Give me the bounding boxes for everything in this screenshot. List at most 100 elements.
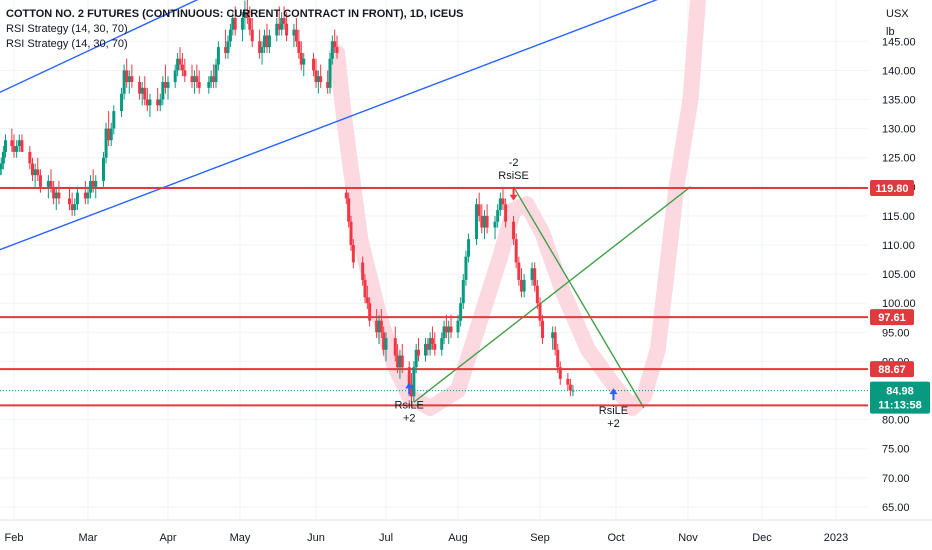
indicator-legend-2[interactable]: RSI Strategy (14, 30, 70) xyxy=(6,38,128,50)
signal-rsise-1[interactable]: RsiSE-2 xyxy=(498,157,529,201)
y-tick-label: 140.00 xyxy=(882,65,916,77)
candle xyxy=(556,343,560,374)
candle-body xyxy=(3,140,7,152)
candle xyxy=(312,52,316,77)
candle xyxy=(335,35,339,59)
candle xyxy=(400,343,404,374)
candle-body xyxy=(33,169,37,176)
candle xyxy=(140,82,144,106)
candle xyxy=(365,285,369,310)
signal-label: RsiLE xyxy=(599,405,628,417)
price-axis[interactable]: USXlb145.00140.00135.00130.00125.00120.0… xyxy=(868,0,932,550)
candle-body xyxy=(49,180,53,187)
candle-body xyxy=(166,82,170,88)
trendline-1[interactable] xyxy=(0,0,700,251)
candle-body xyxy=(440,338,444,350)
candle xyxy=(89,175,93,199)
candle-body xyxy=(243,12,247,19)
candle-body xyxy=(127,76,131,83)
candle xyxy=(228,23,232,48)
candle-body xyxy=(31,163,34,176)
candle xyxy=(444,314,448,339)
candle-body xyxy=(475,204,479,240)
last-price-text: 84.98 xyxy=(886,386,914,398)
candle-body xyxy=(333,41,337,48)
candle-body xyxy=(442,326,446,339)
candle-body xyxy=(410,384,414,397)
candle xyxy=(375,309,379,339)
candle-body xyxy=(414,349,418,368)
last-price-tag xyxy=(870,381,930,414)
candle xyxy=(243,0,247,30)
candle-body xyxy=(36,169,40,176)
candle-body xyxy=(183,70,187,77)
candle-body xyxy=(498,198,502,211)
candle xyxy=(519,268,523,298)
candle-body xyxy=(558,367,562,379)
trendline-3[interactable] xyxy=(512,186,645,409)
candle-body xyxy=(148,99,152,106)
candle xyxy=(120,87,124,117)
y-tick-label: 125.00 xyxy=(882,153,916,165)
trendline-2[interactable] xyxy=(413,186,691,403)
y-tick-label: 110.00 xyxy=(882,240,915,252)
candle xyxy=(233,6,237,36)
candle-body xyxy=(209,76,213,83)
level-tag-1 xyxy=(870,309,914,326)
candle-body xyxy=(538,303,542,321)
candle-body xyxy=(461,279,465,304)
candle-body xyxy=(312,58,316,71)
y-tick-label: 115.00 xyxy=(882,211,915,223)
candle-body xyxy=(349,221,353,245)
candle xyxy=(166,76,170,100)
candle xyxy=(517,256,521,286)
candle-body xyxy=(459,303,463,321)
candle-body xyxy=(68,198,71,205)
candle xyxy=(426,338,430,356)
candle xyxy=(566,373,570,391)
time-axis[interactable]: Feb Mar Apr May Jun Jul Aug Sep Oct Nov Dec 2023 xyxy=(0,519,932,550)
candle-body xyxy=(207,82,211,88)
unit-label: lb xyxy=(886,26,895,38)
y-tick-label: 105.00 xyxy=(882,269,916,281)
signal-qty: -2 xyxy=(509,157,519,169)
signal-rsile-2[interactable]: RsiLE+2 xyxy=(599,388,628,430)
candle xyxy=(512,215,516,245)
candle xyxy=(522,274,526,298)
candle xyxy=(449,314,453,339)
x-tick-label: Jun xyxy=(307,532,325,544)
candle xyxy=(138,76,142,100)
candle xyxy=(183,58,187,83)
candle-body xyxy=(335,47,339,53)
candle-body xyxy=(568,384,572,391)
candle-body xyxy=(260,47,264,53)
trendline-0[interactable] xyxy=(0,0,233,94)
candle-body xyxy=(83,192,87,199)
candle xyxy=(36,157,40,181)
candle-body xyxy=(107,128,111,141)
candle-body xyxy=(396,355,400,368)
candle xyxy=(461,274,465,310)
candle-body xyxy=(493,221,497,228)
candle-body xyxy=(519,279,523,292)
candle-body xyxy=(361,262,365,280)
candle xyxy=(158,93,162,112)
x-tick-label: Feb xyxy=(5,532,24,544)
signal-rsile-0[interactable]: RsiLE+2 xyxy=(395,382,424,424)
candle xyxy=(330,35,334,65)
candle-body xyxy=(145,99,149,106)
candle-body xyxy=(163,82,167,88)
candle xyxy=(333,29,337,53)
candle-body xyxy=(101,157,105,181)
candle xyxy=(571,384,575,397)
candle xyxy=(393,326,397,362)
indicator-legend-1[interactable]: RSI Strategy (14, 30, 70) xyxy=(6,23,128,35)
chart-legend: COTTON NO. 2 FUTURES (CONTINUOUS: CURREN… xyxy=(6,7,464,52)
candle xyxy=(127,70,131,94)
countdown-text: 11:13:58 xyxy=(878,400,921,412)
candle xyxy=(475,198,479,245)
candle xyxy=(496,204,500,228)
candle-body xyxy=(379,320,383,333)
candle-body xyxy=(533,268,537,286)
